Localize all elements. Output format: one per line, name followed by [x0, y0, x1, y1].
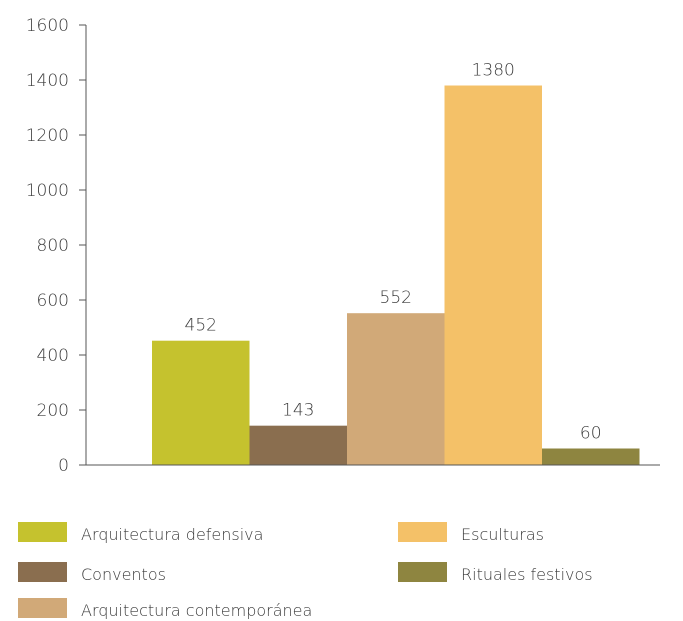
legend-swatch — [18, 522, 67, 542]
data-label: 1380 — [472, 61, 515, 81]
bar-arquitectura-defensiva — [152, 340, 250, 465]
y-axis: 0 200 400 600 800 1000 1200 1400 1600 — [26, 16, 87, 476]
legend-swatch — [398, 522, 447, 542]
legend-item: Rituales festivos — [398, 562, 593, 584]
bar-rituales-festivos — [542, 448, 640, 465]
legend: Arquitectura defensiva Conventos Arquitect… — [18, 522, 593, 620]
data-label: 452 — [185, 316, 217, 336]
legend-label: Esculturas — [461, 525, 544, 544]
bar-esculturas — [444, 85, 542, 465]
y-tick-label: 1600 — [26, 16, 69, 36]
legend-item: Arquitectura contemporánea — [18, 598, 312, 620]
legend-item: Arquitectura defensiva — [18, 522, 263, 544]
legend-item: Esculturas — [398, 522, 544, 544]
data-label: 552 — [380, 288, 412, 308]
bar-conventos — [249, 425, 347, 465]
y-tick-label: 1400 — [26, 71, 69, 91]
y-tick-label: 600 — [37, 291, 69, 311]
legend-label: Conventos — [81, 565, 166, 584]
data-labels-group: 452 143 552 1380 60 — [86, 61, 660, 466]
legend-label: Arquitectura defensiva — [81, 525, 263, 544]
legend-label: Rituales festivos — [461, 565, 593, 584]
data-label: 60 — [580, 424, 602, 444]
y-tick-label: 200 — [37, 401, 69, 421]
legend-item: Conventos — [18, 562, 166, 584]
y-tick-label: 1200 — [26, 126, 69, 146]
bars-group — [152, 85, 640, 465]
bar-arquitectura-contempor-nea — [347, 313, 445, 465]
legend-label: Arquitectura contemporánea — [81, 601, 312, 620]
legend-swatch — [18, 562, 67, 582]
legend-swatch — [18, 598, 67, 618]
data-label: 143 — [282, 401, 314, 421]
y-tick-label: 0 — [58, 456, 69, 476]
y-tick-label: 800 — [37, 236, 69, 256]
y-tick-label: 400 — [37, 346, 69, 366]
y-tick-label: 1000 — [26, 181, 69, 201]
legend-swatch — [398, 562, 447, 582]
